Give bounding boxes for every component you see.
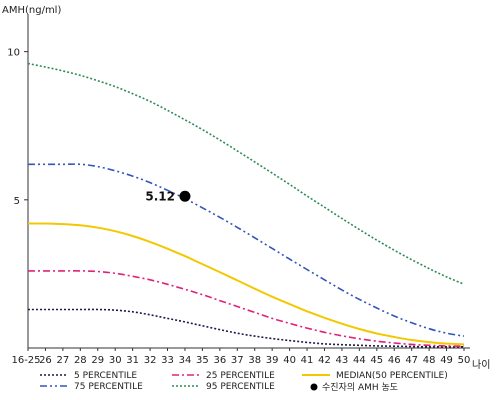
legend-label: 25 PERCENTILE: [206, 371, 275, 381]
legend-label: 5 PERCENTILE: [74, 371, 137, 381]
x-tick-label: 46: [388, 355, 401, 366]
legend-point-marker: [310, 383, 318, 391]
x-axis-label: 나이: [472, 359, 490, 371]
series-line-median-50-percentile: [27, 222, 465, 346]
series-layer: [27, 62, 465, 348]
x-tick-label: 42: [318, 355, 331, 366]
x-tick-label: 47: [405, 355, 418, 366]
x-tick-label: 31: [126, 355, 139, 366]
x-tick-label: 50: [458, 355, 471, 366]
x-tick-label: 16-25: [11, 355, 40, 366]
x-tick-label: 34: [179, 355, 192, 366]
x-tick-label: 26: [39, 355, 52, 366]
x-tick-label: 44: [353, 355, 366, 366]
x-tick-label: 43: [336, 355, 349, 366]
series-line-5-percentile: [28, 308, 464, 348]
x-tick-label: 33: [161, 355, 174, 366]
x-tick-label: 41: [301, 355, 314, 366]
x-tick-label: 37: [231, 355, 244, 366]
x-tick-label: 32: [144, 355, 157, 366]
legend-label: 75 PERCENTILE: [74, 382, 143, 392]
series-line-25-percentile: [28, 270, 465, 347]
series-line-95-percentile: [27, 62, 465, 286]
legend: 5 PERCENTILE 25 PERCENTILE MEDIAN(50 PERCE…: [40, 371, 448, 393]
x-tick-label: 36: [213, 355, 226, 366]
x-tick-label: 30: [109, 355, 122, 366]
x-tick-label: 27: [57, 355, 70, 366]
legend-label: 95 PERCENTILE: [206, 382, 275, 392]
y-tick-label: 10: [7, 48, 20, 59]
x-tick-label: 35: [196, 355, 209, 366]
y-axis-label: AMH(ng/ml): [2, 5, 61, 16]
series-line-75-percentile: [28, 163, 465, 337]
x-tick-label: 48: [423, 355, 436, 366]
patient-amh-value-label: 5.12: [145, 189, 175, 203]
axes: AMH(ng/ml) 나이: [2, 5, 490, 371]
y-tick-label: 5: [14, 196, 20, 207]
legend-point-label: 수진자의 AMH 농도: [322, 382, 398, 393]
x-tick-label: 29: [91, 355, 104, 366]
x-tick-label: 39: [266, 355, 279, 366]
patient-amh-point: [179, 190, 191, 202]
x-tick-label: 38: [248, 355, 261, 366]
x-tick-label: 45: [370, 355, 383, 366]
highlight-layer: 5.12: [145, 189, 191, 203]
legend-label: MEDIAN(50 PERCENTILE): [336, 371, 448, 381]
x-tick-label: 40: [283, 355, 296, 366]
x-tick-label: 28: [74, 355, 87, 366]
x-tick-label: 49: [440, 355, 453, 366]
